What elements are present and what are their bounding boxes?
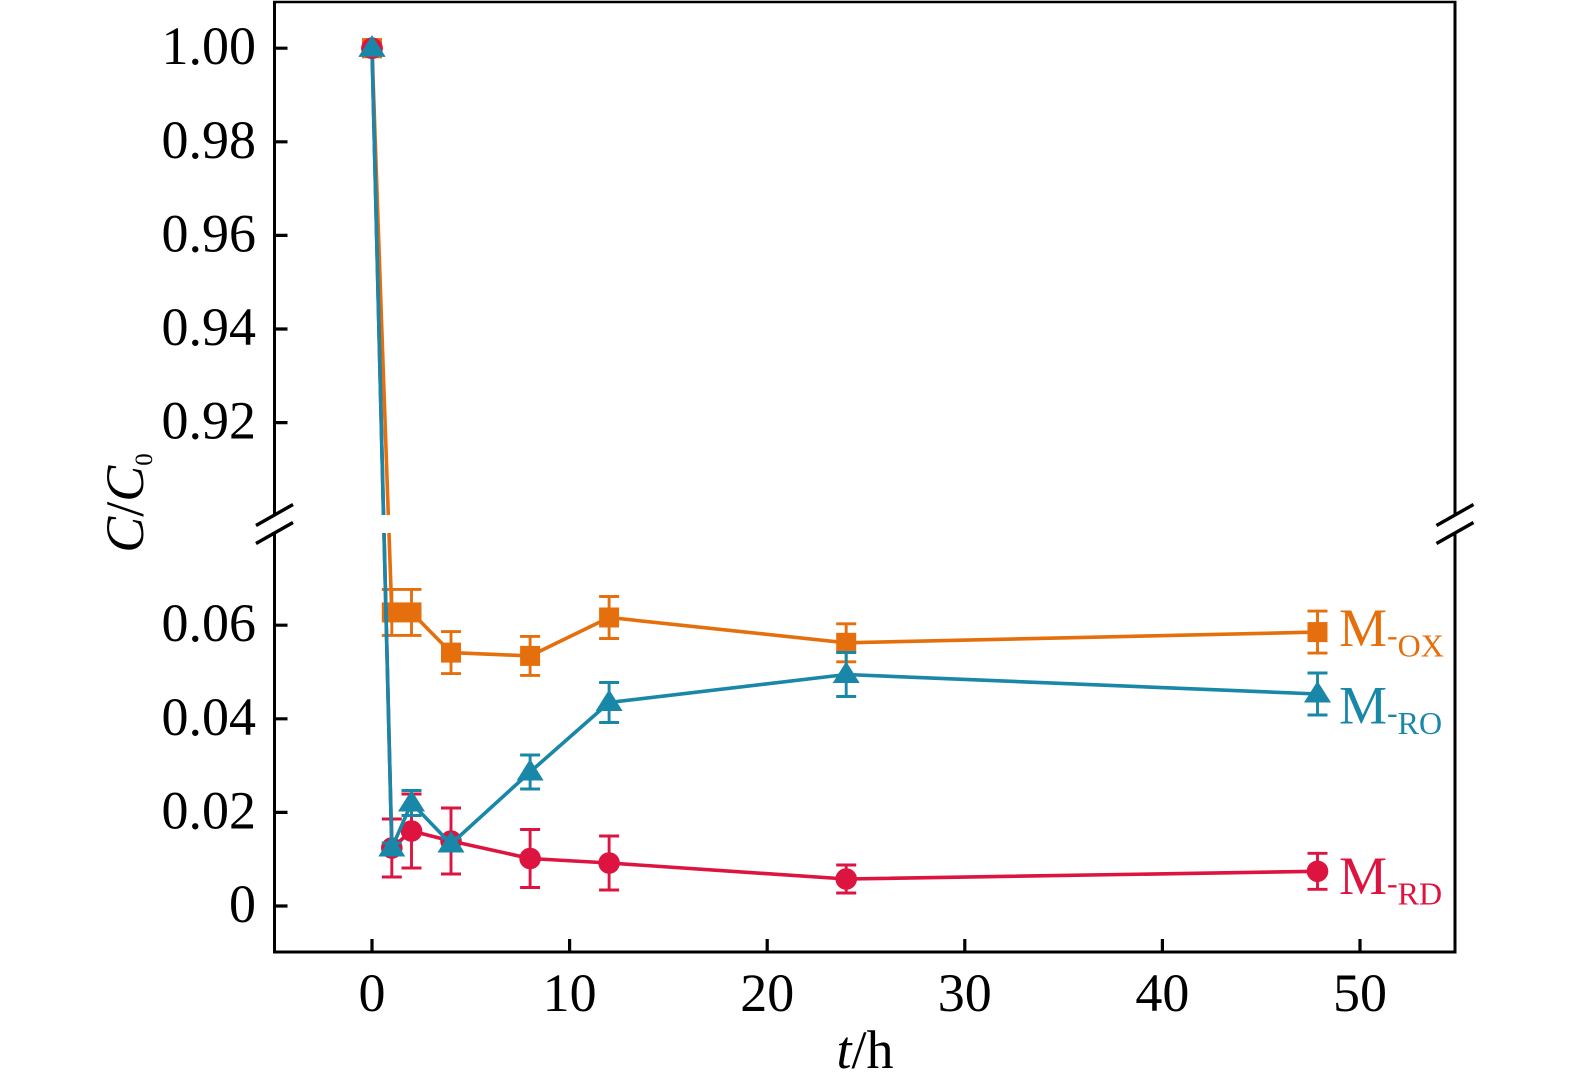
svg-text:1.00: 1.00	[162, 16, 257, 76]
svg-text:30: 30	[938, 963, 992, 1023]
svg-text:0.06: 0.06	[162, 593, 257, 653]
svg-text:0.04: 0.04	[162, 687, 257, 747]
svg-text:0.96: 0.96	[162, 203, 257, 263]
svg-text:0.94: 0.94	[162, 297, 257, 357]
svg-text:0: 0	[229, 874, 256, 934]
svg-text:10: 10	[543, 963, 597, 1023]
svg-text:C/C0: C/C0	[95, 453, 158, 553]
svg-text:0.92: 0.92	[162, 391, 257, 451]
svg-text:0.98: 0.98	[162, 110, 257, 170]
svg-text:0.02: 0.02	[162, 780, 257, 840]
svg-text:0: 0	[359, 963, 386, 1023]
svg-text:t/h: t/h	[836, 1020, 893, 1080]
svg-text:20: 20	[740, 963, 794, 1023]
svg-text:40: 40	[1135, 963, 1189, 1023]
svg-text:50: 50	[1333, 963, 1387, 1023]
